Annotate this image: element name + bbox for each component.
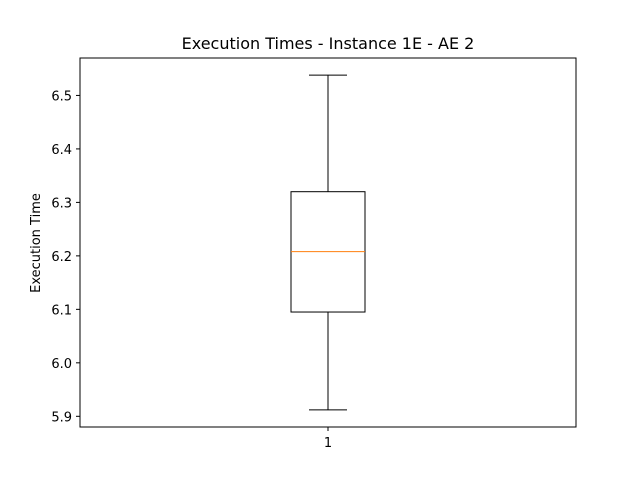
y-tick-label: 6.4 <box>51 143 72 158</box>
x-tick-label: 1 <box>324 436 332 451</box>
y-tick-label: 6.1 <box>51 303 72 318</box>
chart-title: Execution Times - Instance 1E - AE 2 <box>182 34 475 53</box>
y-axis-label: Execution Time <box>29 193 44 293</box>
y-tick-label: 6.0 <box>51 357 72 372</box>
y-tick-label: 6.5 <box>51 89 72 104</box>
plot-area: 5.9 6.0 6.1 6.2 6.3 6.4 6.5 1 <box>51 57 577 451</box>
y-tick-label: 5.9 <box>51 410 72 425</box>
y-tick-label: 6.3 <box>51 196 72 211</box>
y-tick-label: 6.2 <box>51 250 72 265</box>
